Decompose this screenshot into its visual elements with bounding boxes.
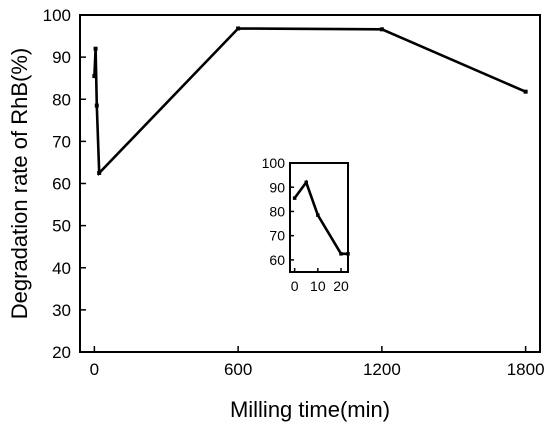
inset-series-line xyxy=(293,179,348,256)
inset-data-point xyxy=(346,252,350,256)
main-x-tick-label: 1800 xyxy=(507,360,545,379)
inset-data-point xyxy=(304,180,308,185)
main-x-tick-label: 600 xyxy=(224,360,252,379)
main-y-tick-label: 80 xyxy=(52,90,71,109)
main-y-tick-label: 90 xyxy=(52,48,71,67)
inset-plot-frame xyxy=(289,162,349,273)
main-plot-frame xyxy=(79,14,541,353)
inset-data-point xyxy=(292,196,297,200)
inset-x-tick-label: 20 xyxy=(333,278,349,294)
main-data-point xyxy=(97,170,102,175)
inset-y-tick-label: 90 xyxy=(269,179,285,195)
inset-group: 60 70 80 90 100 0 10 20 xyxy=(262,155,350,294)
inset-y-tick-label: 100 xyxy=(262,155,286,171)
main-series-line xyxy=(93,27,527,177)
main-y-tick-label: 70 xyxy=(52,132,71,151)
main-data-point xyxy=(236,26,241,31)
main-data-point xyxy=(523,89,528,94)
main-y-axis-title: Degradation rate of RhB(%) xyxy=(7,48,32,319)
main-y-tick-label: 40 xyxy=(52,259,71,278)
inset-data-point xyxy=(339,252,343,256)
inset-x-tick-label: 0 xyxy=(291,278,299,294)
main-x-tick-label: 1200 xyxy=(363,360,401,379)
main-data-point xyxy=(92,74,97,79)
main-y-tick-label: 100 xyxy=(43,6,71,25)
main-y-tick-label: 20 xyxy=(52,343,71,362)
inset-data-point xyxy=(316,213,320,217)
main-y-tick-label: 60 xyxy=(52,175,71,194)
inset-y-tick-label: 70 xyxy=(269,228,285,244)
main-data-point xyxy=(94,103,99,108)
inset-y-tick-label: 60 xyxy=(269,252,285,268)
main-y-tick-label: 50 xyxy=(52,217,71,236)
inset-y-tick-label: 80 xyxy=(269,203,285,219)
inset-x-tick-label: 10 xyxy=(310,278,326,294)
main-x-tick-label: 0 xyxy=(90,360,99,379)
main-y-tick-label: 30 xyxy=(52,301,71,320)
main-x-axis-title: Milling time(min) xyxy=(230,397,390,422)
main-data-point xyxy=(379,27,384,32)
main-data-point xyxy=(93,46,98,51)
